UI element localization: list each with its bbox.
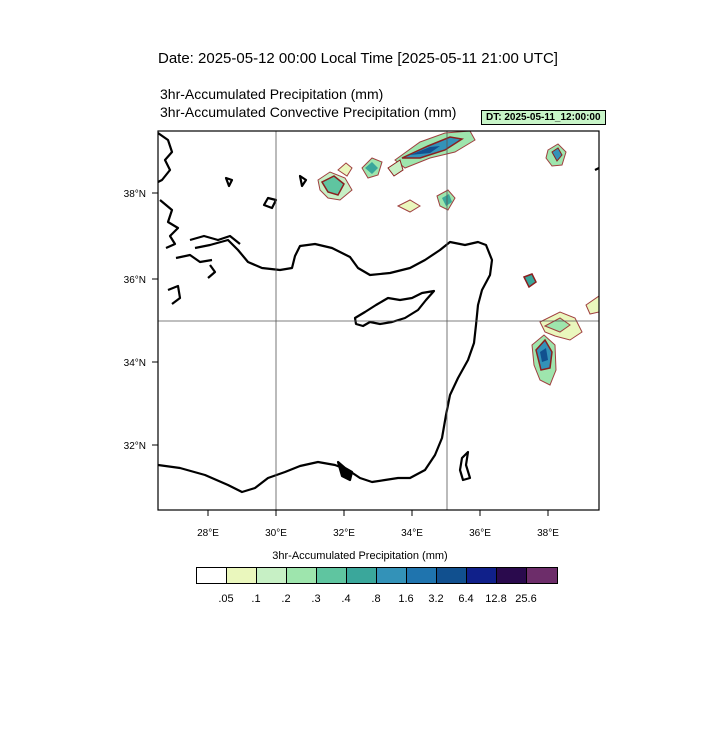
labelbar-label: 25.6 [515, 593, 537, 605]
labelbar-swatch [467, 568, 497, 583]
labelbar-swatch [437, 568, 467, 583]
coastline [158, 132, 599, 494]
lon-tick-34: 34°E [401, 528, 423, 539]
map-frame [157, 130, 600, 511]
lon-tick-36: 36°E [469, 528, 491, 539]
title-precipitation: 3hr-Accumulated Precipitation (mm) [160, 86, 384, 102]
axis-ticks [152, 192, 549, 516]
labelbar-swatch [407, 568, 437, 583]
labelbar [196, 567, 558, 584]
labelbar-swatch [317, 568, 347, 583]
labelbar-label: .8 [371, 593, 381, 605]
labelbar-label: .3 [311, 593, 321, 605]
labelbar-label: .05 [218, 593, 234, 605]
labelbar-label: .2 [281, 593, 291, 605]
lon-tick-30: 30°E [265, 528, 287, 539]
dt-timestamp-box: DT: 2025-05-11_12:00:00 [481, 110, 606, 125]
labelbar-swatch [197, 568, 227, 583]
labelbar-label: .1 [251, 593, 261, 605]
lat-tick-34: 34°N [124, 358, 146, 369]
labelbar-swatch [227, 568, 257, 583]
precip-cluster-north [317, 131, 567, 289]
lat-tick-32: 32°N [124, 441, 146, 452]
date-line: Date: 2025-05-12 00:00 Local Time [2025-… [158, 50, 558, 67]
labelbar-swatch [497, 568, 527, 583]
labelbar-label: 12.8 [485, 593, 507, 605]
labelbar-title: 3hr-Accumulated Precipitation (mm) [272, 550, 448, 562]
precip-cluster-east [531, 295, 599, 386]
gridlines [158, 131, 599, 510]
title-convective-precipitation: 3hr-Accumulated Convective Precipitation… [160, 104, 457, 120]
lon-tick-28: 28°E [197, 528, 219, 539]
lat-tick-36: 36°N [124, 275, 146, 286]
labelbar-swatch [257, 568, 287, 583]
labelbar-label: 3.2 [428, 593, 444, 605]
labelbar-swatch [347, 568, 377, 583]
labelbar-swatch [527, 568, 557, 583]
labelbar-swatch [377, 568, 407, 583]
labelbar-label: .4 [341, 593, 351, 605]
lat-tick-38: 38°N [124, 189, 146, 200]
labelbar-swatch [287, 568, 317, 583]
lon-tick-38: 38°E [537, 528, 559, 539]
lon-tick-32: 32°E [333, 528, 355, 539]
labelbar-label: 1.6 [398, 593, 414, 605]
labelbar-label: 6.4 [458, 593, 474, 605]
